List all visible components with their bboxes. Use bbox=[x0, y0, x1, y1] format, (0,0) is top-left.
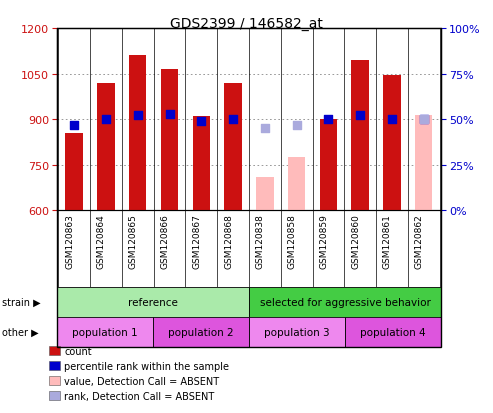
Text: count: count bbox=[64, 346, 92, 356]
Text: percentile rank within the sample: percentile rank within the sample bbox=[64, 361, 229, 371]
Bar bbox=[352, 61, 369, 211]
Text: value, Detection Call = ABSENT: value, Detection Call = ABSENT bbox=[64, 376, 219, 386]
Bar bbox=[129, 56, 146, 211]
Text: GSM120861: GSM120861 bbox=[383, 214, 392, 268]
Text: GSM120863: GSM120863 bbox=[65, 214, 74, 268]
Text: GSM120868: GSM120868 bbox=[224, 214, 233, 268]
Bar bbox=[345, 317, 441, 347]
Point bbox=[388, 116, 396, 123]
Text: population 3: population 3 bbox=[264, 327, 330, 337]
Text: GDS2399 / 146582_at: GDS2399 / 146582_at bbox=[170, 17, 323, 31]
Point bbox=[324, 116, 332, 123]
Point bbox=[420, 116, 428, 123]
Text: population 2: population 2 bbox=[168, 327, 234, 337]
Text: GSM120838: GSM120838 bbox=[256, 214, 265, 268]
Bar bbox=[256, 177, 274, 211]
Bar bbox=[161, 70, 178, 211]
Bar bbox=[57, 317, 153, 347]
Text: GSM120858: GSM120858 bbox=[287, 214, 297, 268]
Point bbox=[420, 116, 428, 123]
Bar bbox=[383, 76, 401, 211]
Text: GSM120864: GSM120864 bbox=[97, 214, 106, 268]
Point bbox=[356, 113, 364, 119]
Point bbox=[293, 122, 301, 128]
Text: GSM120866: GSM120866 bbox=[161, 214, 170, 268]
Text: GSM120860: GSM120860 bbox=[351, 214, 360, 268]
Point bbox=[229, 116, 237, 123]
Point bbox=[134, 113, 141, 119]
Text: GSM120865: GSM120865 bbox=[129, 214, 138, 268]
Text: other ▶: other ▶ bbox=[2, 327, 39, 337]
Text: population 4: population 4 bbox=[360, 327, 426, 337]
Bar bbox=[57, 287, 249, 317]
Text: GSM120859: GSM120859 bbox=[319, 214, 328, 268]
Bar bbox=[415, 115, 432, 211]
Bar bbox=[66, 133, 83, 211]
Text: GSM120862: GSM120862 bbox=[415, 214, 424, 268]
Text: GSM120867: GSM120867 bbox=[192, 214, 201, 268]
Bar bbox=[249, 287, 441, 317]
Text: reference: reference bbox=[128, 297, 178, 307]
Text: strain ▶: strain ▶ bbox=[2, 297, 41, 307]
Point bbox=[261, 126, 269, 132]
Bar bbox=[249, 317, 345, 347]
Point bbox=[70, 122, 78, 128]
Point bbox=[102, 116, 110, 123]
Point bbox=[197, 118, 205, 125]
Point bbox=[166, 111, 174, 118]
Text: rank, Detection Call = ABSENT: rank, Detection Call = ABSENT bbox=[64, 391, 214, 401]
Text: selected for aggressive behavior: selected for aggressive behavior bbox=[260, 297, 430, 307]
Bar bbox=[153, 317, 249, 347]
Bar bbox=[97, 83, 115, 211]
Bar bbox=[193, 117, 210, 211]
Text: population 1: population 1 bbox=[72, 327, 138, 337]
Bar bbox=[224, 83, 242, 211]
Bar bbox=[319, 120, 337, 211]
Bar bbox=[288, 158, 305, 211]
